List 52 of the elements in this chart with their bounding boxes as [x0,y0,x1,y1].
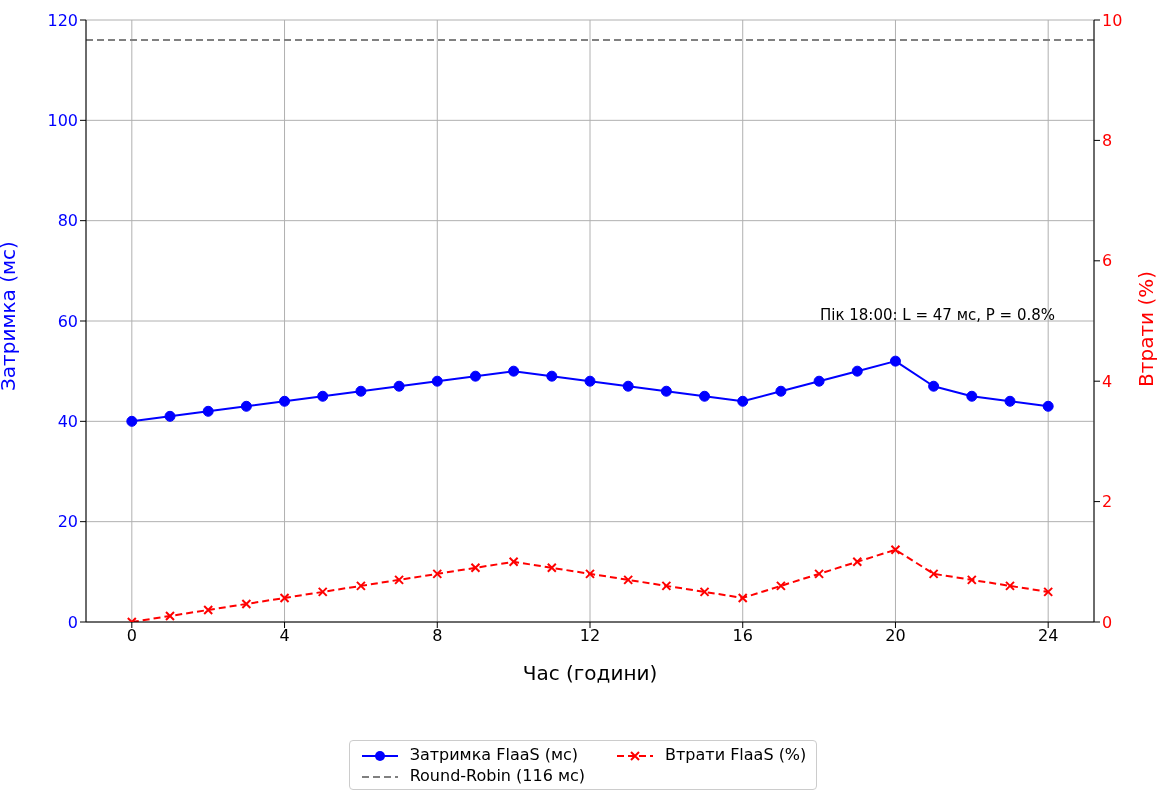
x-tick-label: 12 [579,626,601,646]
point [1042,400,1054,412]
y-tick-label: 60 [57,311,78,331]
point [431,375,443,387]
y-tick-label: 40 [57,412,78,432]
point [813,375,825,387]
x-tick-label: 8 [432,626,443,646]
x-tick-label: 16 [732,626,753,646]
point [889,355,901,367]
point [279,395,291,407]
legend-label: Round-Robin (116 мс) [408,766,586,785]
legend-label: Втрати FlaaS (%) [664,745,807,764]
y2-tick-label: 6 [1102,251,1113,271]
point [508,365,520,377]
point [737,395,749,407]
y2-axis-title: Втрати (%) [1134,271,1159,387]
point [546,370,558,382]
point [240,400,252,412]
point [202,405,214,417]
x-axis-title: Час (години) [522,661,658,685]
y-tick-label: 120 [47,10,78,30]
y2-tick-label: 10 [1102,10,1123,30]
y2-tick-label: 2 [1102,492,1113,512]
point [928,380,940,392]
x-tick-label: 24 [1038,626,1059,646]
point [851,365,863,377]
point [775,385,787,397]
point [393,380,405,392]
point [1004,395,1016,407]
x-tick-label: 20 [885,626,906,646]
point [966,390,978,402]
y-tick-label: 100 [47,111,78,131]
x-tick-label: 4 [279,626,290,646]
point [164,410,176,422]
annotation: Пік 18:00: L = 47 мс, P = 0.8% [820,306,1055,324]
x-tick-label: 0 [126,626,137,646]
point [469,370,481,382]
y-tick-label: 20 [57,512,78,532]
point [699,390,711,402]
legend-label: Затримка FlaaS (мс) [408,745,580,764]
y-axis-title: Затримка (мс) [0,241,21,391]
point [126,415,138,427]
point [622,380,634,392]
y2-tick-label: 8 [1102,131,1113,151]
y2-tick-label: 4 [1102,371,1113,391]
y-tick-label: 80 [57,211,78,231]
y-tick-label: 0 [67,612,78,632]
point [355,385,367,397]
point [660,385,672,397]
y2-tick-label: 0 [1102,612,1113,632]
point [317,390,329,402]
point [584,375,596,387]
